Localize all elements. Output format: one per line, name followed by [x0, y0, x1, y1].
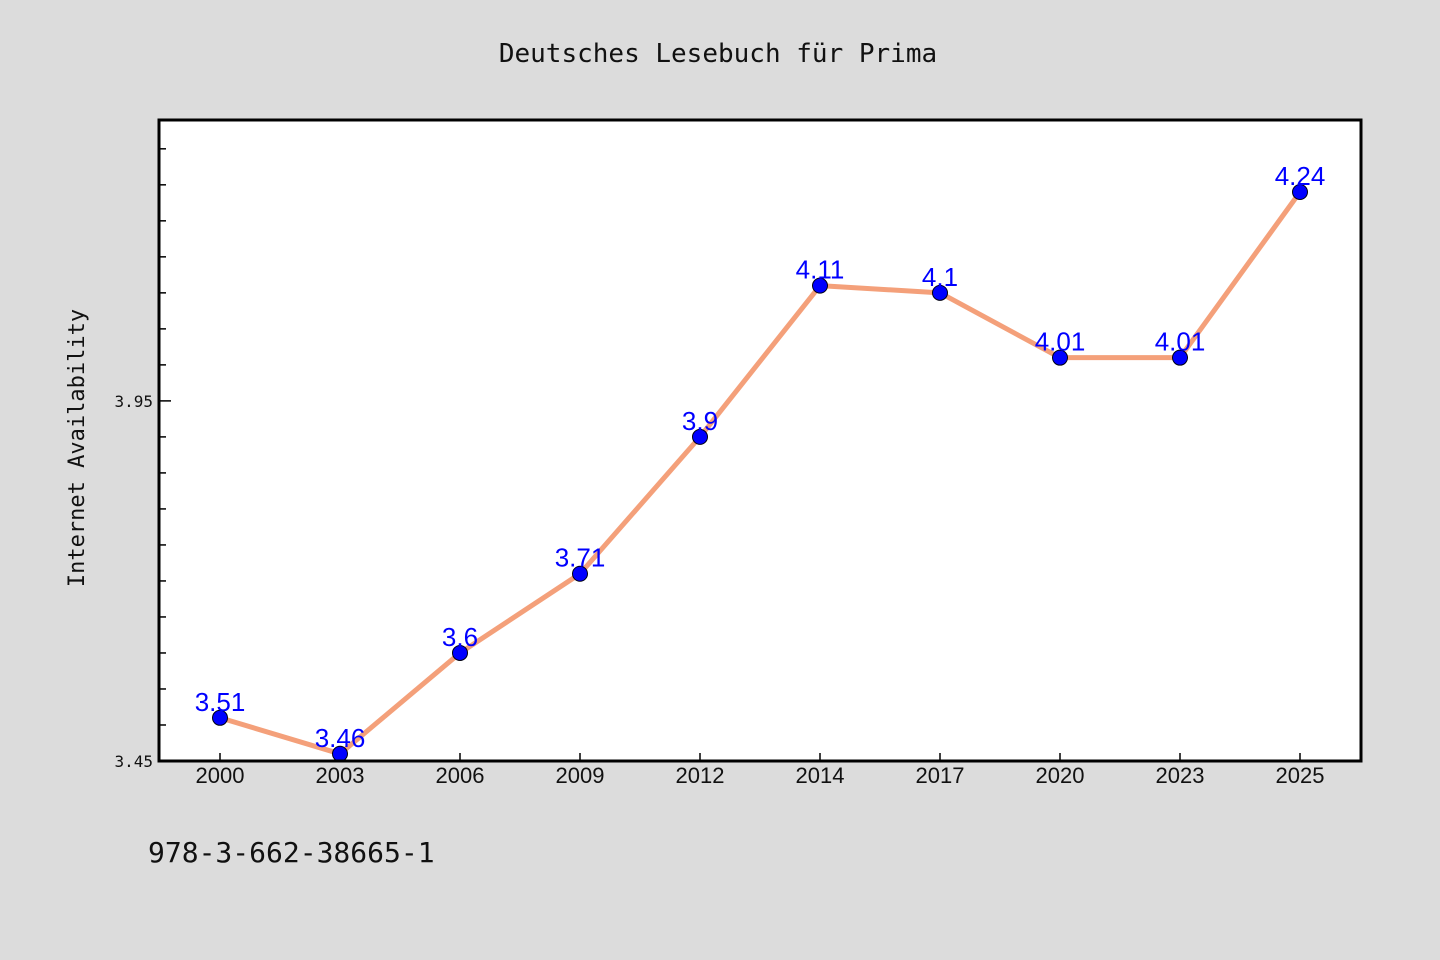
x-tick-label: 2023 [1156, 763, 1205, 788]
data-label: 4.24 [1275, 161, 1326, 191]
x-tick-label: 2025 [1276, 763, 1325, 788]
data-point [1172, 349, 1188, 366]
x-tick-label: 2006 [436, 763, 485, 788]
x-tick-label: 2020 [1036, 763, 1085, 788]
data-label-layer: 3.51 3.46 3.6 3.71 3.9 4.11 4.1 4.01 4.01 4.24 [195, 161, 1326, 753]
x-tick-label: 2012 [676, 763, 725, 788]
data-label: 4.01 [1035, 327, 1086, 357]
data-point [692, 428, 708, 445]
x-tick-label: 2014 [796, 763, 845, 788]
x-tick-label: 2017 [916, 763, 965, 788]
x-axis-ticks: 2000 2003 2006 2009 2012 2014 2017 2020 2023 2025 [196, 753, 1325, 788]
data-point [452, 644, 468, 661]
y-tick-label: 3.95 [114, 392, 153, 411]
data-point [1052, 349, 1068, 366]
data-label: 3.71 [555, 543, 606, 573]
data-label: 4.11 [796, 255, 845, 285]
plot-area [159, 120, 1361, 761]
data-point [572, 565, 588, 582]
data-label: 3.6 [442, 622, 478, 652]
data-point [1292, 184, 1308, 201]
y-tick-label: 3.45 [114, 752, 153, 771]
series-layer [212, 184, 1308, 762]
y-axis-label: Internet Availability [65, 309, 90, 587]
data-label: 3.46 [315, 723, 366, 753]
plot-frame [157, 118, 1363, 763]
data-label: 3.9 [682, 406, 718, 436]
data-label: 4.01 [1155, 327, 1206, 357]
x-tick-label: 2003 [316, 763, 365, 788]
x-tick-label: 2009 [556, 763, 605, 788]
data-point [932, 284, 948, 301]
x-tick-label: 2000 [196, 763, 245, 788]
data-point [812, 277, 828, 294]
series-line [217, 189, 1303, 757]
data-point [212, 709, 228, 726]
data-label: 3.51 [195, 687, 246, 717]
chart-title: Deutsches Lesebuch für Prima [499, 39, 937, 69]
data-label: 4.1 [922, 262, 958, 292]
isbn-footnote: 978-3-662-38665-1 [148, 836, 435, 869]
